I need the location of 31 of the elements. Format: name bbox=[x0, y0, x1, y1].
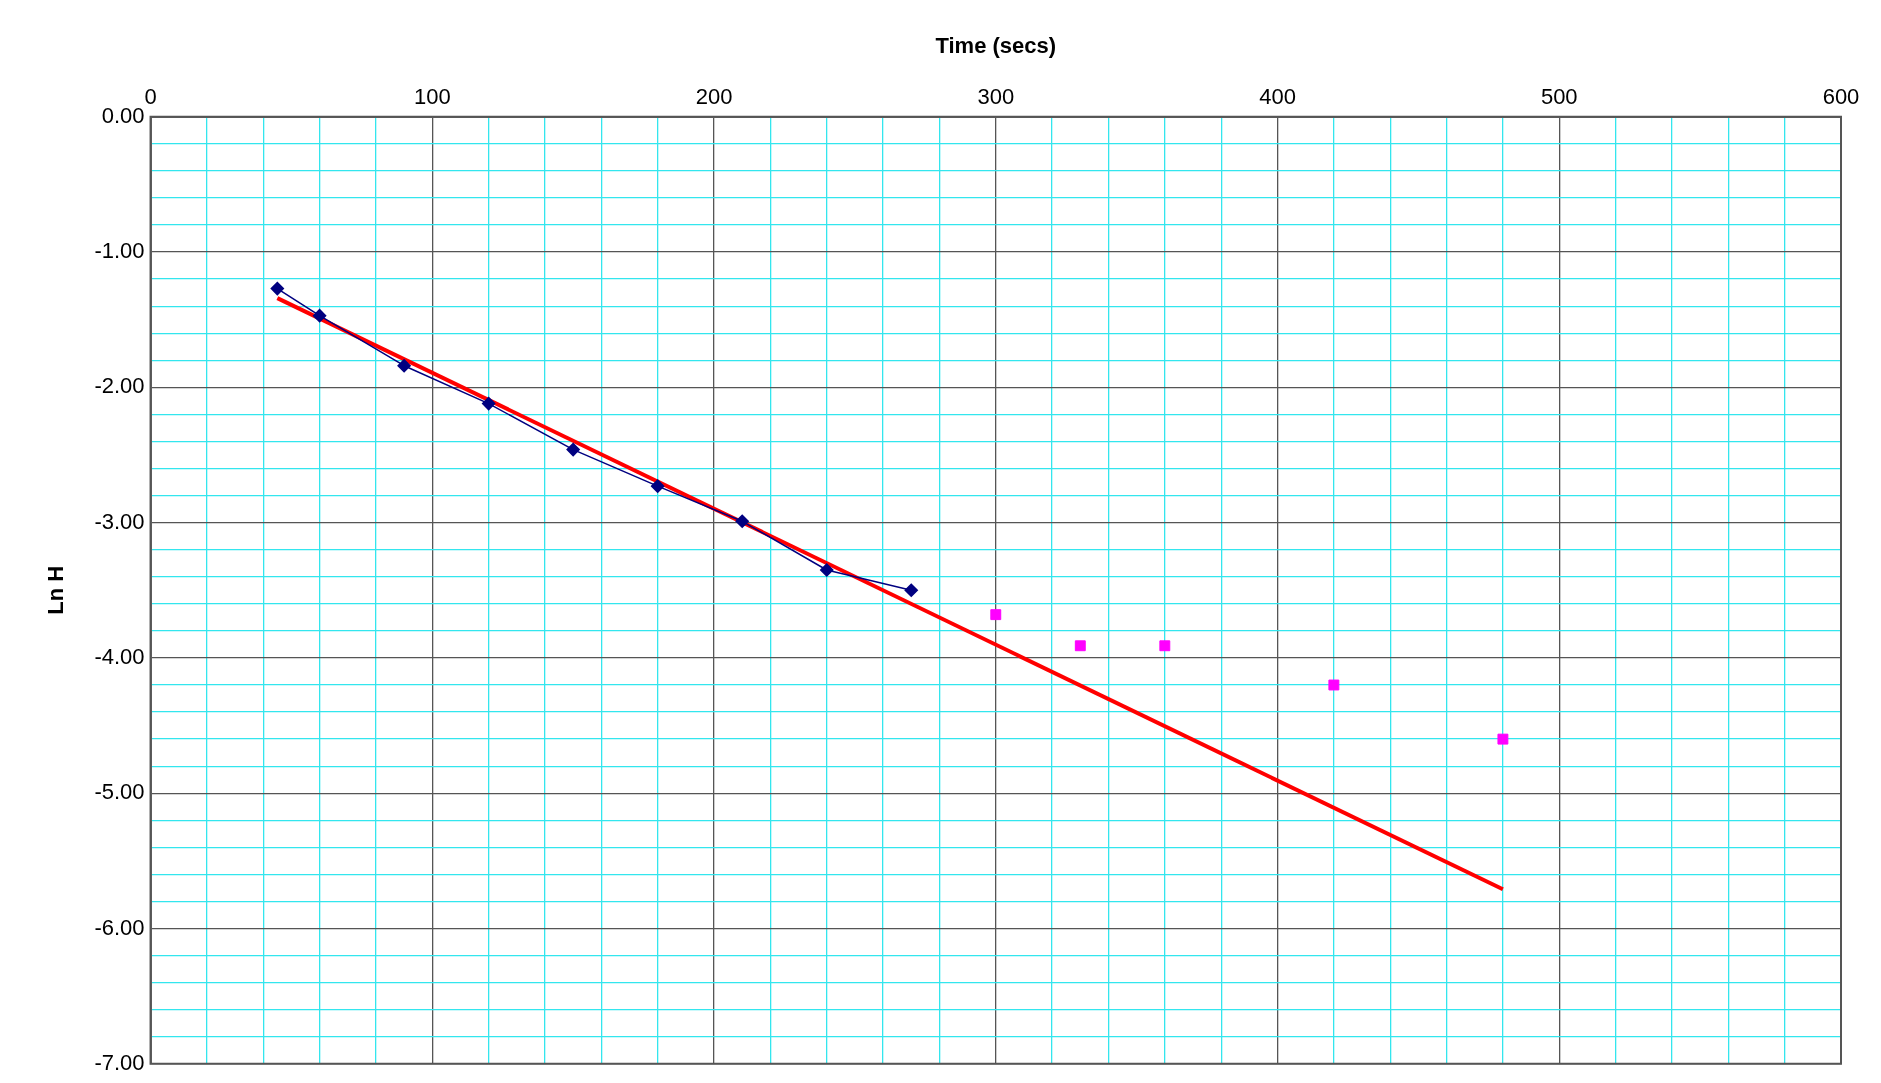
point bbox=[1159, 640, 1171, 652]
x-tick-label: 0 bbox=[144, 83, 157, 109]
point bbox=[904, 583, 918, 598]
x-tick-label: 100 bbox=[413, 83, 451, 109]
x-axis-title: Time (secs) bbox=[935, 33, 1057, 59]
y-tick-label: -1.00 bbox=[94, 238, 145, 264]
x-tick-label: 600 bbox=[1822, 83, 1860, 109]
y-tick-label: -4.00 bbox=[94, 644, 145, 670]
point bbox=[650, 479, 665, 493]
y-axis-title: Ln H bbox=[43, 565, 69, 615]
point bbox=[1074, 640, 1086, 652]
x-tick-label: 500 bbox=[1540, 83, 1578, 109]
point bbox=[270, 281, 285, 296]
x-tick-label: 400 bbox=[1259, 83, 1296, 109]
point bbox=[397, 358, 411, 373]
point bbox=[819, 563, 834, 577]
point bbox=[566, 442, 580, 457]
x-tick-label: 300 bbox=[977, 83, 1015, 109]
y-tick-label: -7.00 bbox=[94, 1049, 145, 1075]
y-tick-label: -2.00 bbox=[94, 373, 145, 399]
y-tick-label: -3.00 bbox=[94, 508, 145, 534]
point bbox=[481, 396, 496, 411]
y-tick-label: -6.00 bbox=[94, 914, 145, 940]
x-tick-label: 200 bbox=[695, 83, 733, 109]
y-tick-label: -5.00 bbox=[94, 779, 145, 805]
point bbox=[1328, 679, 1340, 691]
point bbox=[312, 308, 327, 323]
y-tick-label: 0.00 bbox=[101, 102, 145, 128]
point bbox=[990, 609, 1002, 621]
point bbox=[735, 514, 749, 529]
point bbox=[1497, 733, 1509, 745]
